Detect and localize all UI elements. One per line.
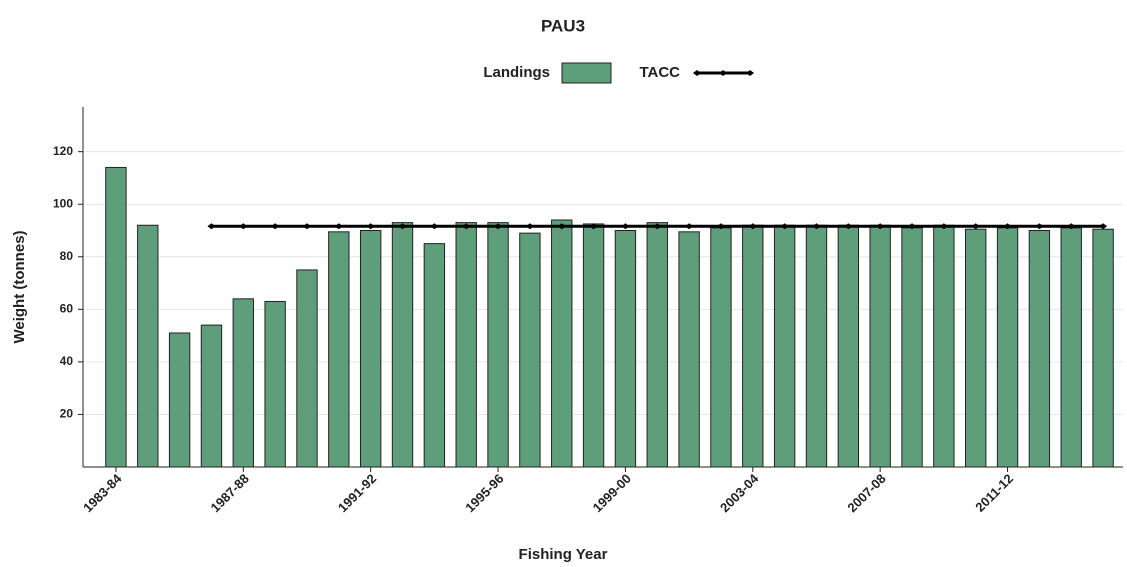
legend-label: Landings	[483, 64, 550, 81]
bar	[837, 224, 860, 468]
bar	[869, 224, 891, 468]
marker	[302, 223, 311, 230]
bar	[614, 230, 637, 468]
marker	[589, 223, 598, 230]
bar	[105, 166, 127, 468]
bar	[328, 231, 350, 468]
marker	[557, 223, 566, 230]
marker	[844, 223, 853, 230]
marker	[1003, 223, 1012, 230]
bar	[678, 231, 700, 468]
marker	[430, 223, 439, 230]
marker	[939, 223, 948, 230]
marker	[971, 223, 980, 230]
marker	[366, 223, 375, 230]
bar	[773, 224, 796, 468]
bar	[1092, 228, 1114, 468]
marker	[780, 223, 789, 230]
bar	[264, 300, 286, 468]
marker	[653, 223, 662, 230]
legend-marker	[693, 70, 701, 76]
marker	[1067, 223, 1076, 230]
bar	[742, 224, 764, 468]
x-axis-title: Fishing Year	[519, 546, 608, 563]
y-axis-title: Weight (tonnes)	[11, 230, 28, 343]
bar	[710, 227, 732, 468]
bar	[519, 232, 541, 468]
bar	[551, 219, 573, 468]
marker	[621, 223, 630, 230]
legend-marker	[719, 70, 727, 76]
x-tick-label: 2007-08	[844, 471, 888, 515]
chart-title: PAU3	[541, 16, 585, 35]
marker	[207, 223, 216, 230]
marker	[494, 223, 503, 230]
bar	[996, 227, 1019, 468]
bar	[137, 224, 159, 468]
x-tick-label: 2011-12	[972, 471, 1016, 515]
y-tick-label: 40	[60, 354, 74, 368]
marker	[239, 223, 248, 230]
x-tick-label: 1999-00	[590, 471, 634, 515]
bar	[965, 228, 987, 468]
marker	[748, 223, 757, 230]
marker	[462, 223, 471, 230]
bar	[168, 332, 191, 468]
legend-label: TACC	[639, 64, 680, 81]
bar	[232, 298, 254, 468]
bar	[423, 243, 446, 468]
marker	[876, 223, 885, 230]
marker	[398, 223, 407, 230]
marker	[812, 223, 821, 230]
x-tick-label: 1991-92	[335, 471, 379, 515]
marker	[525, 223, 534, 230]
marker	[1035, 223, 1044, 230]
bar	[933, 224, 955, 468]
bar	[200, 324, 223, 468]
x-tick-label: 2003-04	[717, 470, 762, 515]
y-tick-label: 100	[53, 196, 73, 210]
y-tick-label: 120	[53, 144, 73, 158]
bar	[805, 224, 828, 468]
bar	[455, 222, 477, 468]
bar	[582, 223, 605, 468]
bar	[359, 230, 382, 468]
bar	[487, 222, 509, 468]
bar	[646, 222, 668, 468]
x-tick-label: 1983-84	[80, 470, 125, 515]
legend-swatch	[561, 62, 612, 84]
bar	[391, 222, 414, 468]
marker	[334, 223, 343, 230]
y-tick-label: 80	[60, 249, 74, 263]
bar	[1028, 230, 1051, 468]
bar	[1060, 227, 1082, 468]
y-tick-label: 60	[60, 302, 74, 316]
bar	[901, 227, 923, 468]
x-tick-label: 1995-96	[462, 471, 506, 515]
marker	[685, 223, 694, 230]
bar	[296, 269, 318, 468]
marker	[1099, 223, 1108, 230]
x-tick-label: 1987-88	[208, 471, 252, 515]
legend-marker	[746, 70, 754, 76]
y-tick-label: 20	[60, 407, 74, 421]
marker	[908, 223, 917, 230]
marker	[716, 223, 725, 230]
marker	[271, 223, 280, 230]
